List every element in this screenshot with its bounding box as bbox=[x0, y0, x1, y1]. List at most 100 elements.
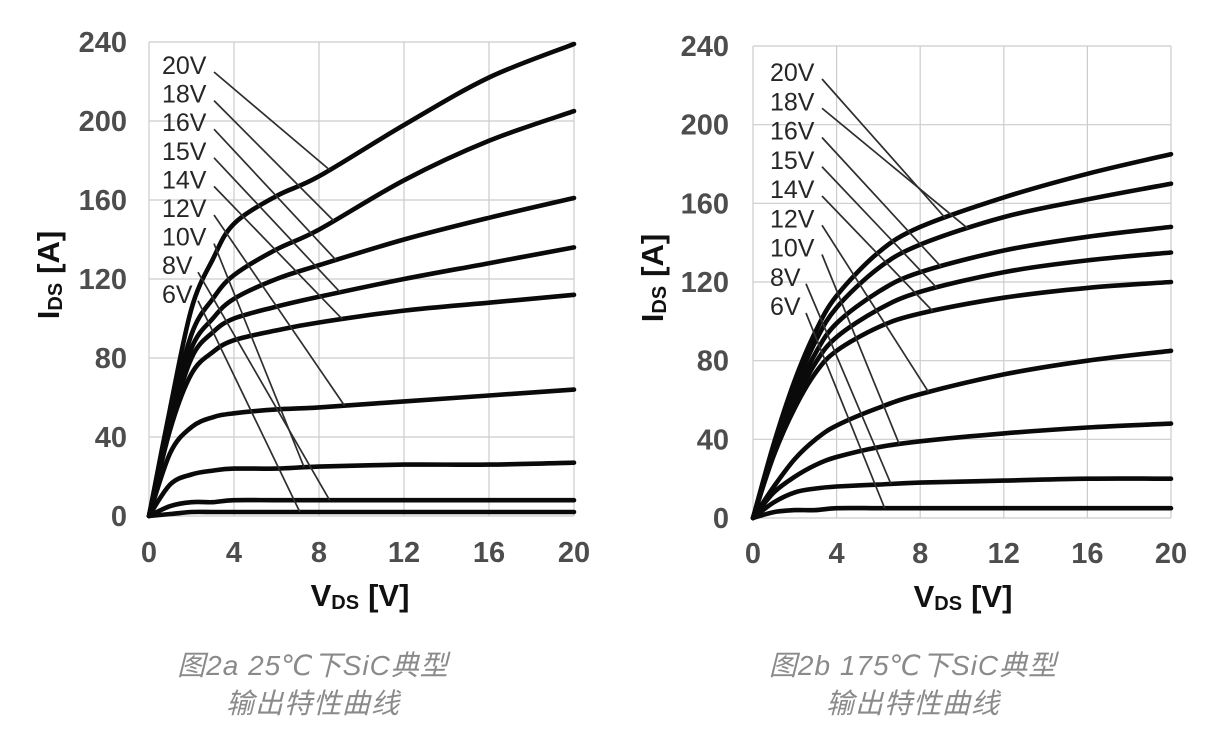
y-axis-subscript: DS bbox=[44, 282, 67, 311]
leader-line-fig2a-16v bbox=[213, 128, 337, 261]
leader-line-fig2b-6v bbox=[805, 312, 886, 509]
curve-fig2b-14v bbox=[750, 279, 1174, 521]
x-tick-label-fig2a-4: 4 bbox=[226, 537, 242, 569]
curve-fig2a-8v bbox=[146, 497, 577, 519]
x-tick-label-fig2b-0: 0 bbox=[745, 538, 761, 570]
curve-fig2a-20v bbox=[146, 41, 577, 519]
leader-line-fig2a-8v bbox=[197, 271, 331, 501]
y-tick-label-fig2a-240: 240 bbox=[79, 27, 127, 59]
y-tick-label-fig2b-40: 40 bbox=[697, 424, 729, 456]
leader-line-fig2b-10v bbox=[821, 254, 901, 445]
x-axis-unit: [V] bbox=[368, 578, 410, 613]
x-axis-subscript: DS bbox=[934, 592, 963, 615]
gate-label-fig2b-12v: 12V bbox=[770, 205, 815, 233]
y-axis-unit: [A] bbox=[635, 233, 670, 277]
leader-line-fig2b-15v bbox=[821, 166, 938, 289]
curve-fig2a-6v bbox=[146, 509, 577, 519]
x-tick-label-fig2b-12: 12 bbox=[988, 538, 1020, 570]
leader-line-fig2a-12v bbox=[213, 214, 346, 407]
gate-label-fig2b-6v: 6V bbox=[770, 293, 801, 321]
curve-fig2b-6v bbox=[750, 505, 1174, 521]
leader-line-fig2a-18v bbox=[213, 100, 335, 222]
y-axis-symbol: I bbox=[31, 310, 66, 320]
y-tick-label-fig2b-240: 240 bbox=[681, 31, 729, 63]
leader-line-fig2b-20v bbox=[821, 78, 946, 219]
y-tick-label-fig2a-120: 120 bbox=[79, 264, 127, 296]
curve-fig2b-10v bbox=[750, 421, 1174, 521]
curve-fig2a-18v bbox=[146, 108, 577, 519]
caption-fig2b-line1: 图2b 175℃下SiC典型 bbox=[768, 650, 1058, 681]
caption-fig2a-line1: 图2a 25℃下SiC典型 bbox=[177, 650, 449, 681]
gate-label-fig2b-8v: 8V bbox=[770, 264, 801, 292]
gate-label-fig2a-20v: 20V bbox=[162, 52, 207, 80]
x-tick-label-fig2b-4: 4 bbox=[829, 538, 845, 570]
leader-line-fig2b-16v bbox=[821, 136, 942, 268]
gate-label-fig2a-16v: 16V bbox=[162, 109, 207, 137]
gate-label-fig2a-14v: 14V bbox=[162, 166, 207, 194]
y-tick-label-fig2b-80: 80 bbox=[697, 346, 729, 378]
x-axis-title-fig2b: V DS [V] bbox=[863, 579, 1063, 615]
leader-line-fig2a-6v bbox=[197, 300, 301, 513]
y-tick-label-fig2a-40: 40 bbox=[95, 422, 127, 454]
gate-label-fig2a-10v: 10V bbox=[162, 224, 207, 252]
gate-label-fig2b-16v: 16V bbox=[770, 118, 815, 146]
curve-fig2a-12v bbox=[146, 387, 577, 519]
chart-fig2b: 20V18V16V15V14V12V10V8V6V040801201602002… bbox=[681, 31, 1188, 570]
curve-fig2b-12v bbox=[750, 348, 1174, 521]
y-axis-title-fig2b: I DS [A] bbox=[633, 178, 673, 378]
y-axis-title-fig2a: I DS [A] bbox=[29, 175, 69, 375]
leader-line-fig2a-14v bbox=[213, 185, 343, 320]
gate-label-fig2b-15v: 15V bbox=[770, 147, 815, 175]
y-axis-subscript: DS bbox=[648, 285, 671, 314]
x-tick-label-fig2a-20: 20 bbox=[558, 537, 590, 569]
y-tick-label-fig2a-80: 80 bbox=[95, 343, 127, 375]
leader-line-fig2b-18v bbox=[821, 107, 969, 230]
leader-line-fig2b-14v bbox=[821, 195, 934, 312]
y-tick-label-fig2b-160: 160 bbox=[681, 188, 729, 220]
gate-label-fig2b-18v: 18V bbox=[770, 88, 815, 116]
y-tick-label-fig2b-0: 0 bbox=[713, 503, 729, 535]
caption-fig2a: 图2a 25℃下SiC典型 输出特性曲线 bbox=[93, 647, 533, 723]
leader-line-fig2a-15v bbox=[213, 157, 341, 293]
x-tick-label-fig2a-8: 8 bbox=[311, 537, 327, 569]
caption-fig2a-line2: 输出特性曲线 bbox=[225, 688, 400, 719]
gate-label-fig2b-14v: 14V bbox=[770, 176, 815, 204]
leader-line-fig2a-20v bbox=[213, 71, 331, 171]
y-tick-label-fig2a-200: 200 bbox=[79, 106, 127, 138]
x-tick-label-fig2a-12: 12 bbox=[388, 537, 420, 569]
y-tick-label-fig2a-0: 0 bbox=[111, 501, 127, 533]
x-tick-label-fig2b-8: 8 bbox=[912, 538, 928, 570]
gate-label-fig2b-20v: 20V bbox=[770, 59, 815, 87]
curve-fig2a-10v bbox=[146, 460, 577, 519]
curve-fig2a-14v bbox=[146, 292, 577, 519]
x-axis-unit: [V] bbox=[971, 579, 1013, 614]
x-axis-subscript: DS bbox=[331, 591, 360, 614]
chart-fig2a: 20V18V16V15V14V12V10V8V6V040801201602002… bbox=[79, 27, 591, 569]
gate-label-fig2b-10v: 10V bbox=[770, 235, 815, 263]
x-axis-symbol: V bbox=[310, 578, 332, 613]
curve-fig2b-8v bbox=[750, 476, 1174, 521]
gate-label-fig2a-12v: 12V bbox=[162, 195, 207, 223]
y-tick-label-fig2b-200: 200 bbox=[681, 110, 729, 142]
x-axis-title-fig2a: V DS [V] bbox=[260, 578, 460, 614]
y-tick-label-fig2a-160: 160 bbox=[79, 185, 127, 217]
x-tick-label-fig2b-20: 20 bbox=[1155, 538, 1187, 570]
caption-fig2b-line2: 输出特性曲线 bbox=[825, 688, 1000, 719]
x-tick-label-fig2a-0: 0 bbox=[141, 537, 157, 569]
y-tick-label-fig2b-120: 120 bbox=[681, 267, 729, 299]
gate-label-fig2a-15v: 15V bbox=[162, 138, 207, 166]
y-axis-symbol: I bbox=[635, 313, 670, 323]
leader-line-fig2b-12v bbox=[821, 224, 930, 393]
leader-line-fig2b-8v bbox=[805, 283, 892, 485]
x-tick-label-fig2b-16: 16 bbox=[1071, 538, 1103, 570]
y-axis-unit: [A] bbox=[31, 230, 66, 274]
gate-label-fig2a-8v: 8V bbox=[162, 252, 193, 280]
x-tick-label-fig2a-16: 16 bbox=[473, 537, 505, 569]
curve-fig2a-15v bbox=[146, 245, 577, 519]
caption-fig2b: 图2b 175℃下SiC典型 输出特性曲线 bbox=[693, 647, 1133, 723]
x-axis-symbol: V bbox=[913, 579, 935, 614]
gate-label-fig2a-6v: 6V bbox=[162, 281, 193, 309]
gate-label-fig2a-18v: 18V bbox=[162, 81, 207, 109]
